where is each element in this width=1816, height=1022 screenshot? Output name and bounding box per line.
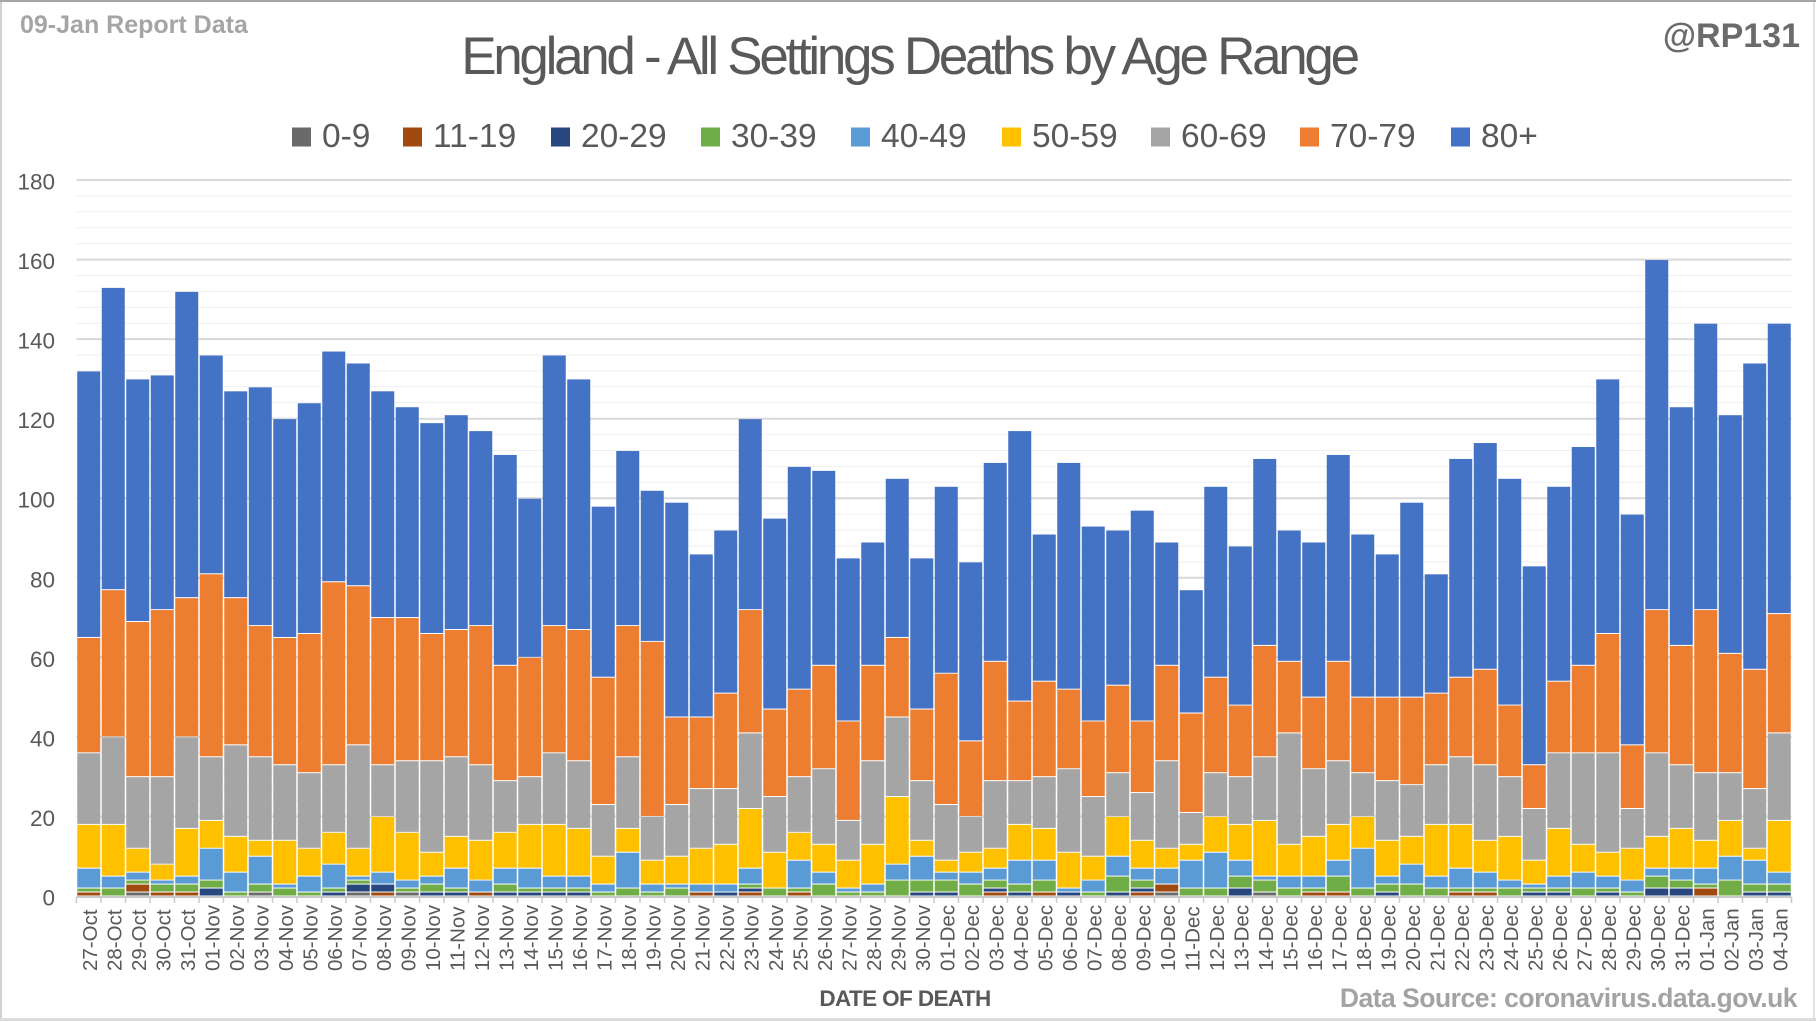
svg-text:18-Nov: 18-Nov — [618, 904, 641, 971]
svg-text:02-Nov: 02-Nov — [226, 904, 249, 971]
svg-text:07-Nov: 07-Nov — [348, 904, 371, 971]
svg-text:27-Dec: 27-Dec — [1573, 905, 1596, 971]
svg-text:04-Dec: 04-Dec — [1010, 905, 1033, 971]
svg-text:England - All Settings Deaths: England - All Settings Deaths by Age Ran… — [461, 27, 1358, 86]
svg-text:03-Dec: 03-Dec — [985, 905, 1008, 971]
svg-text:23-Nov: 23-Nov — [740, 904, 763, 971]
svg-text:05-Nov: 05-Nov — [299, 904, 322, 971]
svg-text:04-Nov: 04-Nov — [275, 904, 298, 971]
svg-text:16-Dec: 16-Dec — [1304, 905, 1327, 971]
svg-text:09-Jan Report Data: 09-Jan Report Data — [20, 11, 249, 39]
svg-text:60-69: 60-69 — [1181, 118, 1267, 155]
svg-text:11-19: 11-19 — [433, 118, 516, 155]
svg-text:12-Nov: 12-Nov — [471, 904, 494, 971]
svg-text:28-Dec: 28-Dec — [1598, 905, 1621, 971]
svg-text:11-Nov: 11-Nov — [446, 906, 469, 971]
svg-text:12-Dec: 12-Dec — [1206, 905, 1229, 971]
svg-text:40-49: 40-49 — [881, 118, 967, 155]
svg-text:60: 60 — [30, 647, 55, 672]
svg-text:23-Dec: 23-Dec — [1475, 905, 1498, 971]
svg-text:26-Nov: 26-Nov — [814, 904, 837, 971]
svg-text:29-Nov: 29-Nov — [887, 904, 910, 971]
svg-text:180: 180 — [17, 170, 55, 195]
svg-text:07-Dec: 07-Dec — [1083, 905, 1106, 971]
svg-text:31-Dec: 31-Dec — [1671, 905, 1694, 971]
svg-text:21-Dec: 21-Dec — [1426, 905, 1449, 971]
svg-text:50-59: 50-59 — [1032, 118, 1118, 155]
svg-text:120: 120 — [17, 408, 55, 433]
svg-text:10-Nov: 10-Nov — [422, 904, 445, 971]
svg-text:17-Nov: 17-Nov — [593, 904, 616, 971]
svg-text:22-Dec: 22-Dec — [1451, 905, 1474, 971]
svg-text:01-Dec: 01-Dec — [936, 905, 959, 971]
svg-text:22-Nov: 22-Nov — [716, 904, 739, 971]
svg-text:40: 40 — [30, 726, 55, 751]
svg-text:27-Nov: 27-Nov — [838, 904, 861, 971]
svg-text:09-Nov: 09-Nov — [397, 904, 420, 971]
svg-text:08-Nov: 08-Nov — [373, 904, 396, 971]
svg-text:@RP131: @RP131 — [1663, 17, 1800, 55]
svg-text:30-Oct: 30-Oct — [152, 909, 175, 971]
svg-text:02-Dec: 02-Dec — [961, 905, 984, 971]
svg-text:11-Dec: 11-Dec — [1181, 906, 1204, 971]
svg-text:20-29: 20-29 — [581, 118, 667, 155]
svg-text:70-79: 70-79 — [1330, 118, 1416, 155]
svg-text:28-Nov: 28-Nov — [863, 904, 886, 971]
svg-text:16-Nov: 16-Nov — [569, 904, 592, 971]
svg-text:03-Nov: 03-Nov — [250, 904, 273, 971]
svg-text:Data Source: coronavirus.data.: Data Source: coronavirus.data.gov.uk — [1340, 983, 1798, 1013]
svg-text:17-Dec: 17-Dec — [1328, 905, 1351, 971]
svg-text:06-Nov: 06-Nov — [324, 904, 347, 971]
svg-text:03-Jan: 03-Jan — [1745, 908, 1768, 971]
svg-text:0-9: 0-9 — [322, 118, 370, 155]
svg-text:30-Nov: 30-Nov — [912, 904, 935, 971]
svg-text:24-Dec: 24-Dec — [1500, 905, 1523, 971]
svg-text:15-Nov: 15-Nov — [544, 904, 567, 971]
svg-text:0: 0 — [42, 886, 55, 911]
svg-text:04-Jan: 04-Jan — [1769, 908, 1792, 971]
svg-text:DATE OF DEATH: DATE OF DEATH — [819, 986, 990, 1011]
svg-text:20-Dec: 20-Dec — [1402, 905, 1425, 971]
svg-text:13-Dec: 13-Dec — [1230, 905, 1253, 971]
svg-text:09-Dec: 09-Dec — [1132, 905, 1155, 971]
svg-text:21-Nov: 21-Nov — [691, 904, 714, 971]
svg-text:26-Dec: 26-Dec — [1549, 905, 1572, 971]
svg-text:30-39: 30-39 — [731, 118, 817, 155]
svg-text:100: 100 — [17, 488, 55, 513]
svg-text:80+: 80+ — [1481, 118, 1538, 155]
svg-text:24-Nov: 24-Nov — [765, 904, 788, 971]
svg-text:19-Dec: 19-Dec — [1377, 905, 1400, 971]
svg-text:25-Dec: 25-Dec — [1524, 905, 1547, 971]
svg-text:01-Nov: 01-Nov — [201, 904, 224, 971]
svg-text:14-Nov: 14-Nov — [520, 904, 543, 971]
svg-text:29-Oct: 29-Oct — [128, 909, 151, 971]
svg-text:30-Dec: 30-Dec — [1647, 905, 1670, 971]
svg-text:05-Dec: 05-Dec — [1034, 905, 1057, 971]
svg-text:01-Jan: 01-Jan — [1696, 908, 1719, 971]
svg-text:29-Dec: 29-Dec — [1622, 905, 1645, 971]
svg-text:02-Jan: 02-Jan — [1720, 908, 1743, 971]
svg-text:10-Dec: 10-Dec — [1157, 905, 1180, 971]
svg-text:25-Nov: 25-Nov — [789, 904, 812, 971]
svg-text:15-Dec: 15-Dec — [1279, 905, 1302, 971]
svg-text:06-Dec: 06-Dec — [1059, 905, 1082, 971]
svg-text:28-Oct: 28-Oct — [103, 909, 126, 971]
svg-text:20-Nov: 20-Nov — [667, 904, 690, 971]
svg-text:140: 140 — [17, 329, 55, 354]
svg-text:80: 80 — [30, 567, 55, 592]
svg-text:19-Nov: 19-Nov — [642, 904, 665, 971]
svg-text:14-Dec: 14-Dec — [1255, 905, 1278, 971]
svg-text:18-Dec: 18-Dec — [1353, 905, 1376, 971]
svg-text:31-Oct: 31-Oct — [177, 909, 200, 971]
svg-text:08-Dec: 08-Dec — [1108, 905, 1131, 971]
svg-text:13-Nov: 13-Nov — [495, 904, 518, 971]
svg-text:20: 20 — [30, 806, 55, 831]
svg-text:27-Oct: 27-Oct — [79, 909, 102, 971]
svg-text:160: 160 — [17, 249, 55, 274]
